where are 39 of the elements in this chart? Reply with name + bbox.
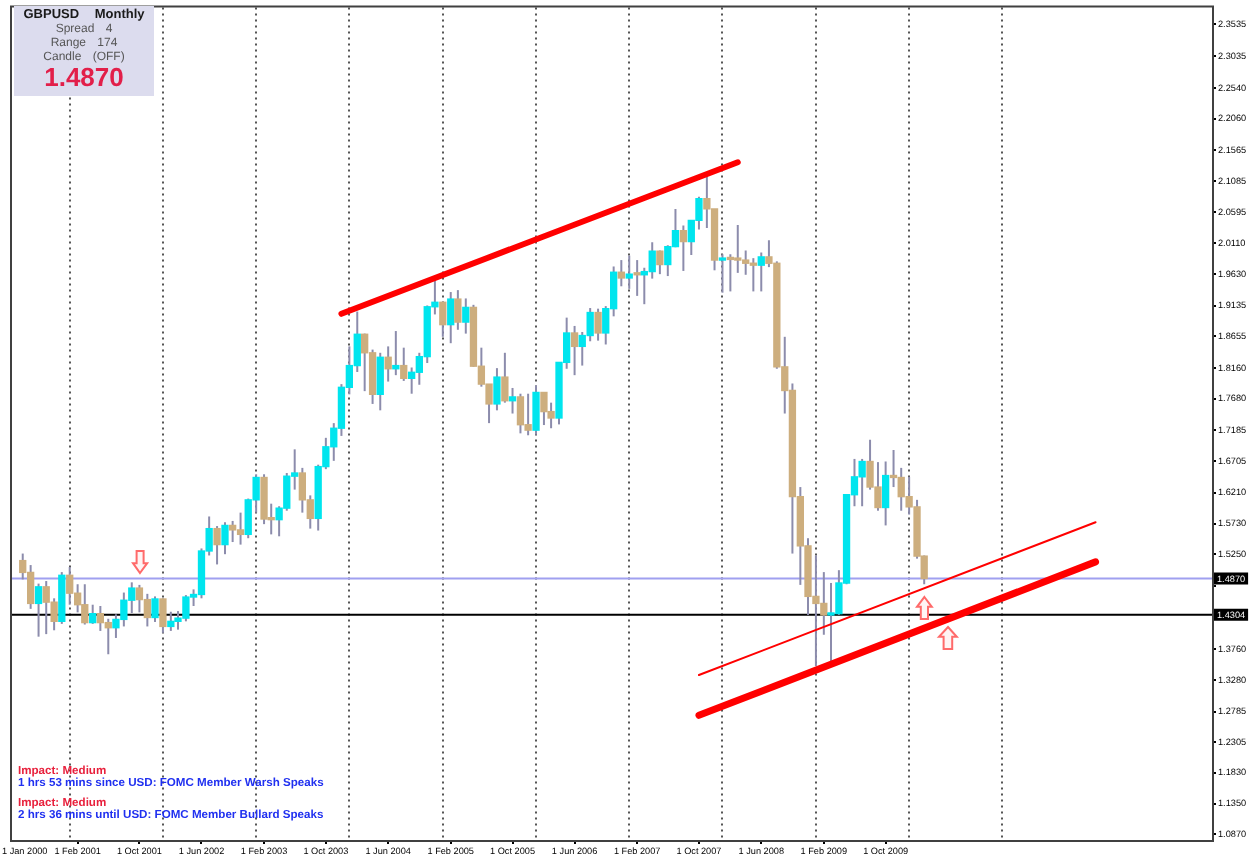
candlestick	[260, 473, 268, 526]
candlestick	[447, 291, 455, 345]
candlestick	[66, 565, 74, 606]
candlestick	[81, 583, 89, 626]
candlestick	[42, 580, 50, 636]
candlestick	[594, 307, 602, 342]
candlestick	[236, 511, 245, 546]
candlestick	[454, 289, 462, 331]
candlestick	[881, 460, 890, 527]
candlestick	[532, 384, 540, 436]
candlestick	[167, 610, 175, 632]
candlestick	[151, 595, 159, 623]
candlestick	[89, 603, 97, 625]
candlestick	[718, 253, 727, 294]
candlestick	[656, 249, 664, 276]
candlestick	[633, 259, 641, 297]
candlestick	[516, 392, 525, 435]
candlestick	[679, 224, 688, 272]
candlestick	[617, 259, 625, 288]
candlestick	[228, 519, 237, 544]
candlestick	[508, 386, 517, 415]
annotation: 1.4870	[42, 62, 126, 93]
candlestick	[159, 597, 167, 634]
candlestick	[540, 391, 548, 427]
candlestick	[34, 582, 43, 638]
candlestick	[858, 457, 866, 508]
candlestick	[213, 525, 221, 566]
candlestick	[524, 392, 532, 437]
candlestick	[586, 307, 594, 343]
candlestick	[361, 332, 369, 393]
candlestick	[376, 351, 384, 412]
candlestick	[625, 254, 633, 290]
candlestick	[462, 297, 470, 335]
candlestick	[143, 592, 152, 628]
candlestick	[58, 571, 66, 625]
candlestick	[648, 241, 656, 280]
candlestick	[221, 521, 229, 556]
candlestick	[182, 594, 190, 623]
candlestick	[570, 324, 579, 377]
